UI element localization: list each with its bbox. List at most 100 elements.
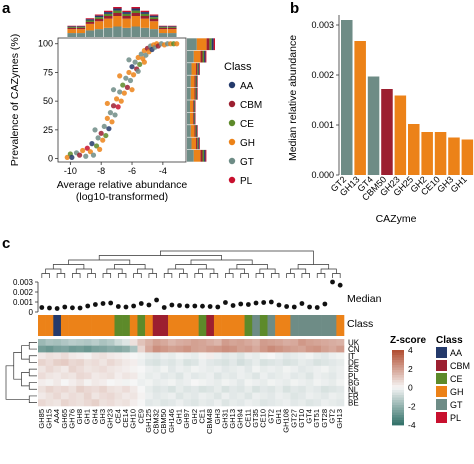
x-histogram-bar	[122, 18, 131, 28]
heatmap-cell	[290, 345, 299, 353]
class-cell-GH	[76, 315, 85, 336]
x-histogram-bar	[158, 25, 168, 27]
heatmap-cell	[328, 365, 337, 373]
median-dot	[70, 305, 75, 311]
colorbar-segment	[392, 420, 404, 423]
heatmap-cell	[122, 372, 131, 380]
median-dot	[138, 301, 144, 306]
colorbar-segment	[392, 360, 404, 363]
colorbar-segment	[392, 392, 404, 396]
class-cell-GT	[328, 315, 337, 336]
bar-CBM50	[381, 89, 393, 175]
x-histogram-bar	[140, 13, 150, 16]
legend-swatch-PL	[228, 176, 236, 184]
data-point-GH	[118, 98, 124, 104]
colorbar-segment	[392, 410, 404, 413]
x-histogram-bar	[104, 16, 113, 19]
heatmap-cell	[60, 392, 69, 400]
class-cell-CE	[114, 315, 123, 336]
heatmap-cell	[298, 385, 307, 393]
heatmap-cell	[145, 385, 154, 393]
heatmap-cell	[321, 359, 329, 367]
median-y-tick-label: 0.002	[13, 288, 34, 297]
class-cell-GH	[129, 315, 138, 336]
heatmap-cell	[106, 392, 115, 400]
heatmap-cell	[76, 372, 85, 380]
bar-GH25	[408, 124, 420, 175]
bar-GT2	[341, 20, 353, 175]
dendrogram-branch	[236, 264, 268, 269]
heatmap-cell	[53, 352, 62, 360]
colorbar-segment	[392, 387, 404, 391]
class-cell-GT	[252, 315, 261, 336]
x-histogram-bar	[122, 16, 131, 19]
class-cell-GH	[45, 315, 54, 336]
heatmap-cell	[83, 392, 92, 400]
heatmap-cell	[198, 379, 207, 387]
row-label-UK: UK	[348, 338, 360, 347]
heatmap-cell	[38, 372, 46, 380]
heatmap-cell	[60, 339, 69, 346]
heatmap-cell	[137, 345, 146, 353]
data-point-GH	[126, 69, 132, 76]
heatmap-cell	[91, 379, 100, 387]
y-histogram-bar	[197, 137, 199, 150]
heatmap-cell	[198, 372, 207, 380]
x-histogram-bar	[67, 28, 76, 30]
y-histogram-bar	[199, 137, 200, 150]
heatmap-cell	[91, 392, 100, 400]
x-histogram-bar	[131, 16, 140, 27]
heatmap-cell	[229, 345, 238, 353]
x-histogram-bar	[85, 19, 95, 21]
bar-CE10	[434, 132, 447, 175]
column-label-GT2: GT2	[266, 409, 275, 424]
heatmap-cell	[321, 372, 329, 380]
heatmap-cell	[183, 399, 192, 407]
y-histogram-bar	[196, 75, 198, 88]
heatmap-cell	[244, 392, 253, 400]
heatmap-cell	[175, 392, 184, 400]
x-histogram-bar	[113, 16, 122, 27]
heatmap-cell	[168, 372, 176, 380]
median-dot	[261, 300, 267, 305]
class-legend-swatch-GH	[436, 386, 447, 397]
colorbar-segment	[392, 422, 404, 426]
x-marginal-histogram	[67, 7, 177, 37]
heatmap-cell	[275, 339, 284, 346]
x-histogram-bar	[76, 28, 86, 30]
heatmap-cell	[175, 399, 184, 407]
heatmap-cell	[160, 392, 169, 400]
y-histogram-bar	[205, 149, 207, 162]
column-label-GT27: GT27	[289, 409, 298, 428]
class-legend-label-PL: PL	[450, 413, 461, 423]
data-point-CBM	[98, 130, 104, 136]
heatmap-cell	[336, 372, 345, 380]
column-label-CBM48: CBM48	[205, 409, 214, 434]
heatmap-cell	[114, 379, 123, 387]
y-histogram-bar	[190, 125, 195, 137]
y-tick-label: 25	[43, 125, 53, 135]
x-histogram-bar	[113, 8, 122, 11]
dendrogram-branch	[102, 273, 112, 278]
heatmap-cell	[328, 379, 337, 387]
x-tick-label: -4	[159, 166, 167, 176]
heatmap-cell	[191, 352, 199, 360]
colorbar-segment	[392, 380, 404, 383]
heatmap-cell	[60, 345, 69, 353]
x-tick-label: GH1	[449, 174, 469, 194]
data-point-GH	[104, 100, 110, 107]
heatmap-cell	[321, 379, 329, 387]
dendrogram-branch	[301, 273, 310, 278]
data-point-GH	[117, 73, 123, 79]
data-point-GH	[104, 115, 110, 121]
legend-label-CBM: CBM	[240, 100, 262, 111]
x-histogram-bar	[113, 13, 122, 16]
dendrogram-branch	[290, 268, 307, 274]
heatmap-cell	[229, 359, 238, 367]
class-cell-GH	[168, 315, 176, 336]
panel-a-scatter: -10 -8 -6 -4 0 25 50 75 100 Prevalence of CAZyme…	[9, 7, 262, 203]
dendrogram-branch	[259, 268, 276, 274]
median-dot	[276, 302, 282, 308]
heatmap-cell	[145, 399, 154, 407]
median-dot	[230, 303, 236, 308]
